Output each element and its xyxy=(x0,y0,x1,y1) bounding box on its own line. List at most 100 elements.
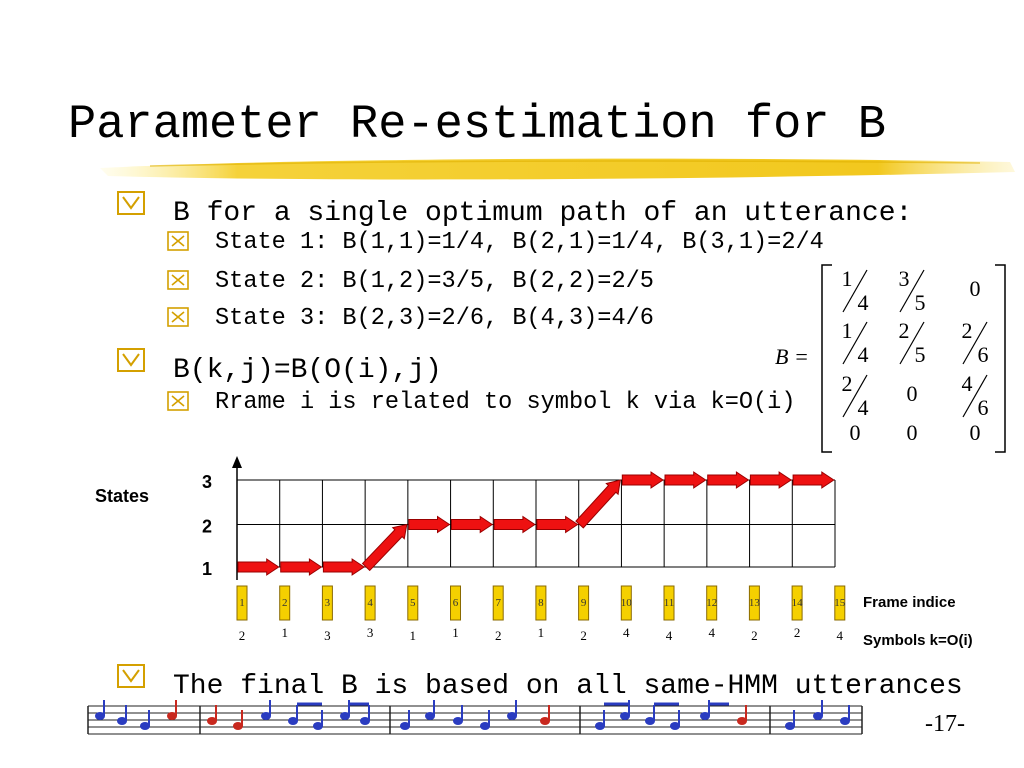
numerator: 3 xyxy=(899,266,910,291)
icon-box xyxy=(117,191,145,215)
bullet-text: B(k,j)=B(O(i),j) xyxy=(173,355,442,386)
sub-bullet-icon xyxy=(167,307,189,327)
note-head xyxy=(340,712,350,720)
denominator: 5 xyxy=(915,290,926,315)
symbol: 3 xyxy=(324,628,331,643)
icon-check xyxy=(122,353,140,367)
path-arrow xyxy=(493,515,536,534)
note-head xyxy=(645,717,655,725)
state-label: 3 xyxy=(202,472,212,492)
bullet-icon xyxy=(117,664,145,688)
frame-box xyxy=(791,585,803,621)
note-head xyxy=(785,722,795,730)
note-head xyxy=(480,722,490,730)
symbol: 3 xyxy=(367,625,374,640)
frame-box xyxy=(748,585,760,621)
matrix-label: B = xyxy=(775,344,809,369)
fraction-slash xyxy=(842,269,868,313)
symbol: 4 xyxy=(708,625,715,640)
frame-index: 14 xyxy=(792,597,804,609)
path-arrow xyxy=(792,471,835,489)
brush-stroke xyxy=(149,160,981,167)
path-arrow xyxy=(408,515,451,534)
matrix-entry: 0 xyxy=(907,420,918,445)
frame-index: 12 xyxy=(706,597,717,609)
note-head xyxy=(737,717,747,725)
fraction-slash xyxy=(962,374,988,418)
matrix-entry: 0 xyxy=(970,420,981,445)
frame-index: 1 xyxy=(239,597,245,609)
note-head xyxy=(700,712,710,720)
sub-bullet-text: State 3: B(2,3)=2/6, B(4,3)=4/6 xyxy=(215,305,654,332)
symbol: 4 xyxy=(666,628,673,643)
icon-box xyxy=(117,348,145,372)
denominator: 4 xyxy=(858,342,869,367)
note-head xyxy=(233,722,243,730)
right-bracket xyxy=(995,264,1006,453)
frame-index: 13 xyxy=(749,597,761,609)
frame-axis-label: Frame indice xyxy=(863,594,956,611)
title-underline xyxy=(100,158,1015,180)
symbol: 2 xyxy=(580,628,587,643)
note-head xyxy=(620,712,630,720)
note-head xyxy=(595,722,605,730)
note-head xyxy=(813,712,823,720)
numerator: 1 xyxy=(842,318,853,343)
note-head xyxy=(453,717,463,725)
sub-bullet-icon xyxy=(167,231,189,251)
frame-box xyxy=(578,585,590,621)
frame-box xyxy=(834,585,846,621)
bullet-icon xyxy=(117,348,145,372)
frame-index: 3 xyxy=(325,597,331,609)
note-head xyxy=(167,712,177,720)
sub-bullet-icon xyxy=(167,391,189,411)
matrix-entry: 0 xyxy=(850,420,861,445)
numerator: 2 xyxy=(962,318,973,343)
frame-index: 2 xyxy=(282,597,288,609)
note-head xyxy=(425,712,435,720)
path-arrow xyxy=(707,471,750,489)
fraction-slash xyxy=(899,321,925,365)
frame-box xyxy=(620,585,632,621)
note-head xyxy=(507,712,517,720)
icon-check xyxy=(122,196,140,210)
symbol: 2 xyxy=(495,628,502,643)
denominator: 6 xyxy=(978,395,989,420)
symbol: 1 xyxy=(281,625,288,640)
path-arrow xyxy=(621,471,664,489)
frame-box xyxy=(663,585,675,621)
fraction-slash xyxy=(842,374,868,418)
frame-box xyxy=(279,585,291,621)
path-arrow xyxy=(575,479,621,529)
note-head xyxy=(261,712,271,720)
path-arrow xyxy=(361,523,408,572)
sub-bullet-text: State 1: B(1,1)=1/4, B(2,1)=1/4, B(3,1)=… xyxy=(215,229,824,256)
symbol: 2 xyxy=(239,628,246,643)
frame-index: 15 xyxy=(834,597,846,609)
frame-box xyxy=(407,585,419,621)
frame-box xyxy=(535,585,547,621)
numerator: 2 xyxy=(899,318,910,343)
symbol: 1 xyxy=(538,625,545,640)
note-head xyxy=(360,717,370,725)
symbol: 1 xyxy=(452,625,459,640)
icon-box xyxy=(117,664,145,688)
bullet-list: B for a single optimum path of an uttera… xyxy=(117,191,963,702)
bullet-text: The final B is based on all same-HMM utt… xyxy=(173,671,963,702)
frame-index: 11 xyxy=(664,597,675,609)
fraction-slash xyxy=(899,269,925,313)
symbol: 2 xyxy=(794,625,801,640)
note-head xyxy=(117,717,127,725)
page-number: -17- xyxy=(925,711,965,737)
fraction-slash xyxy=(842,321,868,365)
frame-box xyxy=(364,585,376,621)
symbol: 4 xyxy=(623,625,630,640)
numerator: 1 xyxy=(842,266,853,291)
icon-check xyxy=(122,669,140,683)
note-head xyxy=(288,717,298,725)
state-label: 1 xyxy=(202,559,212,579)
icon-cross xyxy=(171,235,185,247)
y-axis-arrowhead xyxy=(232,456,242,468)
